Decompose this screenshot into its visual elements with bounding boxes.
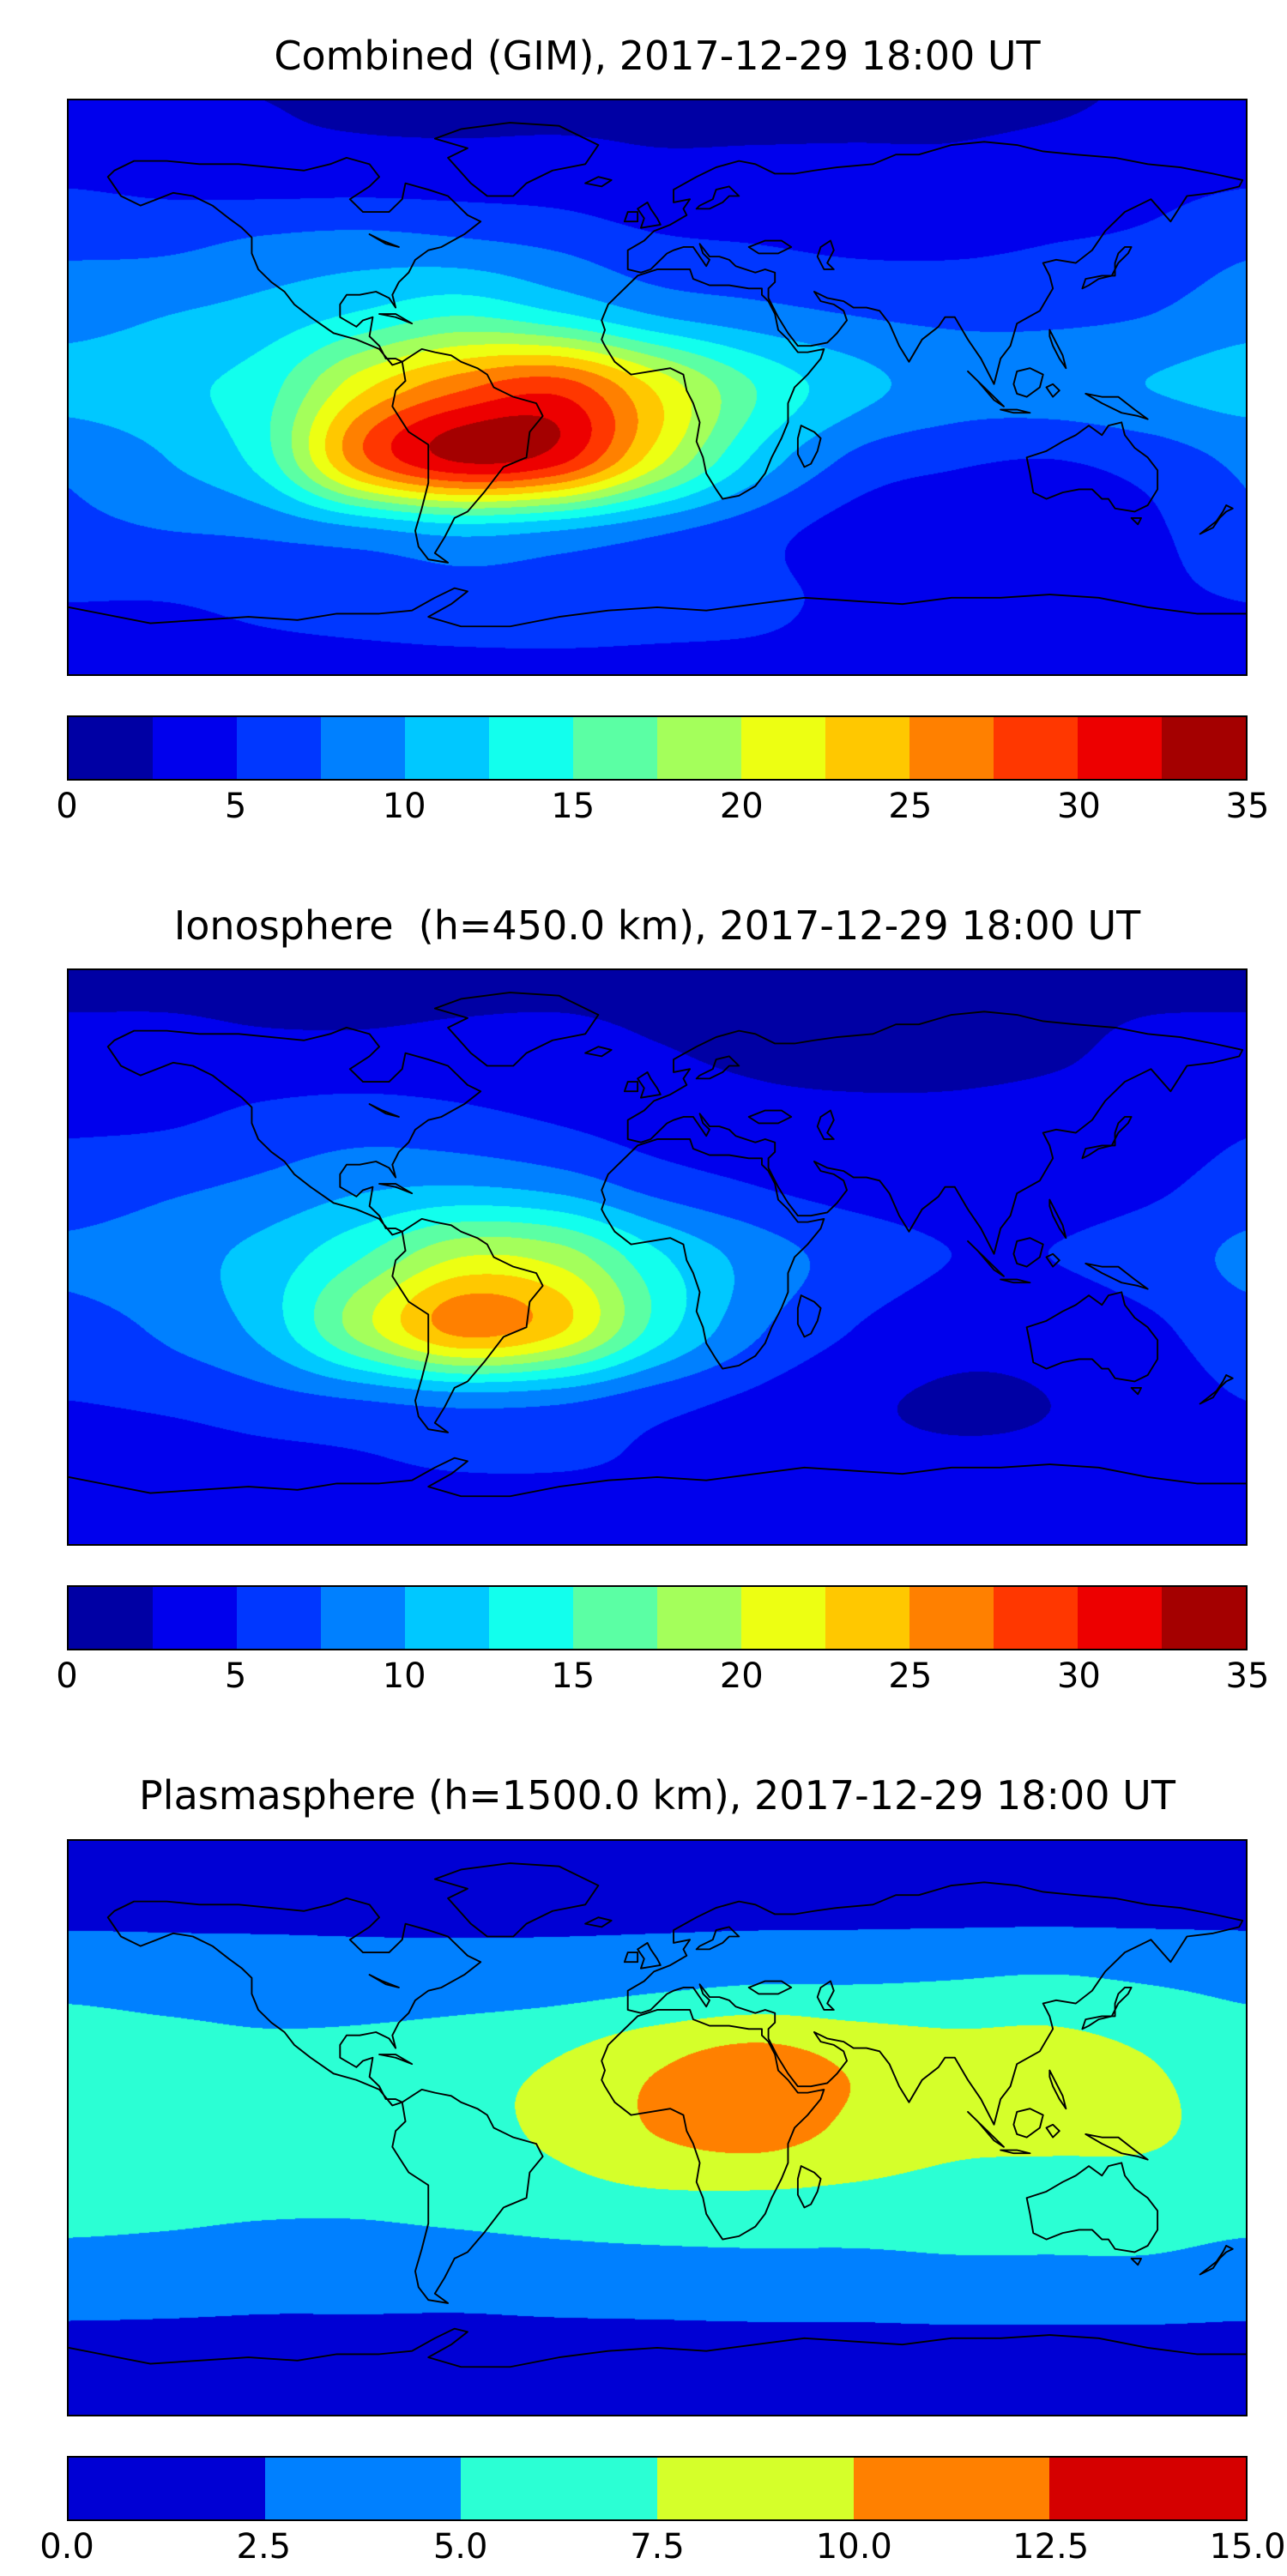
colorbar-segment [657,1587,741,1650]
colorbar-ticks-plasmasphere: 0.0 2.5 5.0 7.5 10.0 12.5 15.0 [39,2526,1285,2576]
colorbar-tick-label: 20 [719,1656,764,1697]
colorbar-tick-label: 15 [551,1656,595,1697]
colorbar-tick-label: 2.5 [236,2526,292,2567]
colorbar-tick-label: 10 [382,787,426,827]
colorbar-segment [69,1587,153,1650]
colorbar-tick-label: 35 [1225,1656,1270,1697]
colorbar-segment [741,1587,825,1650]
panel-title-combined: Combined (GIM), 2017-12-29 18:00 UT [274,33,1041,79]
tec-field-canvas-combined [69,100,1246,675]
colorbar-segment [1162,717,1246,780]
colorbar-tick-label: 35 [1225,787,1270,827]
panel-combined-gim: Combined (GIM), 2017-12-29 18:00 UT 0 5 10… [56,33,1269,836]
colorbar-tick-label: 10.0 [815,2526,892,2567]
tec-map-plasmasphere [67,1838,1248,2416]
colorbar-tick-label: 7.5 [630,2526,685,2567]
colorbar-segment [461,2457,658,2519]
colorbar-segment [321,1587,405,1650]
colorbar-tick-label: 5 [224,787,247,827]
colorbar-segment [1049,2457,1247,2519]
colorbar-segment [153,717,237,780]
colorbar-tick-label: 15.0 [1209,2526,1286,2567]
colorbar-plasmasphere [67,2455,1248,2521]
colorbar-segment [657,2457,854,2519]
colorbar-tick-label: 10 [382,1656,426,1697]
colorbar-segment [321,717,405,780]
colorbar-segment [1162,1587,1246,1650]
coastline-path [69,992,1246,1498]
colorbar-tick-label: 5.0 [432,2526,488,2567]
tec-map-combined [67,99,1248,677]
coastline-path [69,122,1246,628]
colorbar-segment [153,1587,237,1650]
colorbar-tick-label: 30 [1056,1656,1101,1697]
tec-field-canvas-ionosphere [69,970,1246,1545]
colorbar-segment [264,2457,462,2519]
colorbar-tick-label: 15 [551,787,595,827]
colorbar-segment [741,717,825,780]
colorbar-ionosphere [67,1585,1248,1651]
coastline-path [69,1861,1246,2368]
colorbar-segment [237,1587,321,1650]
colorbar-segment [573,1587,657,1650]
colorbar-segment [573,717,657,780]
coastlines-overlay-ionosphere [69,992,1246,1498]
panel-plasmasphere: Plasmasphere (h=1500.0 km), 2017-12-29 1… [39,1772,1285,2576]
panel-title-plasmasphere: Plasmasphere (h=1500.0 km), 2017-12-29 1… [139,1772,1175,1819]
tec-map-ionosphere [67,968,1248,1547]
colorbar-segment [69,717,153,780]
colorbar-segment [853,2457,1050,2519]
colorbar-ticks-combined: 0 5 10 15 20 25 30 35 [56,787,1269,836]
colorbar-segment [489,1587,573,1650]
colorbar-segment [825,1587,909,1650]
panel-title-ionosphere: Ionosphere (h=450.0 km), 2017-12-29 18:0… [173,902,1141,950]
colorbar-segment [405,717,489,780]
coastlines-overlay-combined [69,122,1246,628]
colorbar-tick-label: 20 [719,787,764,827]
colorbar-segment [994,1587,1078,1650]
colorbar-segment [237,717,321,780]
colorbar-segment [994,717,1078,780]
colorbar-ticks-ionosphere: 0 5 10 15 20 25 30 35 [56,1656,1269,1705]
colorbar-segment [909,717,994,780]
colorbar-segment [825,717,909,780]
colorbar-segment [1078,717,1162,780]
coastlines-overlay-plasmasphere [69,1861,1246,2368]
colorbar-tick-label: 0.0 [39,2526,94,2567]
colorbar-combined [67,715,1248,781]
colorbar-tick-label: 0 [56,1656,78,1697]
colorbar-tick-label: 25 [888,787,933,827]
colorbar-tick-label: 30 [1056,787,1101,827]
colorbar-tick-label: 25 [888,1656,933,1697]
colorbar-segment [69,2457,265,2519]
colorbar-segment [405,1587,489,1650]
colorbar-segment [909,1587,994,1650]
colorbar-segment [657,717,741,780]
tec-field-canvas-plasmasphere [69,1840,1246,2415]
colorbar-segment [1078,1587,1162,1650]
colorbar-tick-label: 5 [224,1656,247,1697]
colorbar-segment [489,717,573,780]
panel-ionosphere: Ionosphere (h=450.0 km), 2017-12-29 18:0… [56,902,1269,1705]
colorbar-tick-label: 0 [56,787,78,827]
colorbar-tick-label: 12.5 [1012,2526,1090,2567]
